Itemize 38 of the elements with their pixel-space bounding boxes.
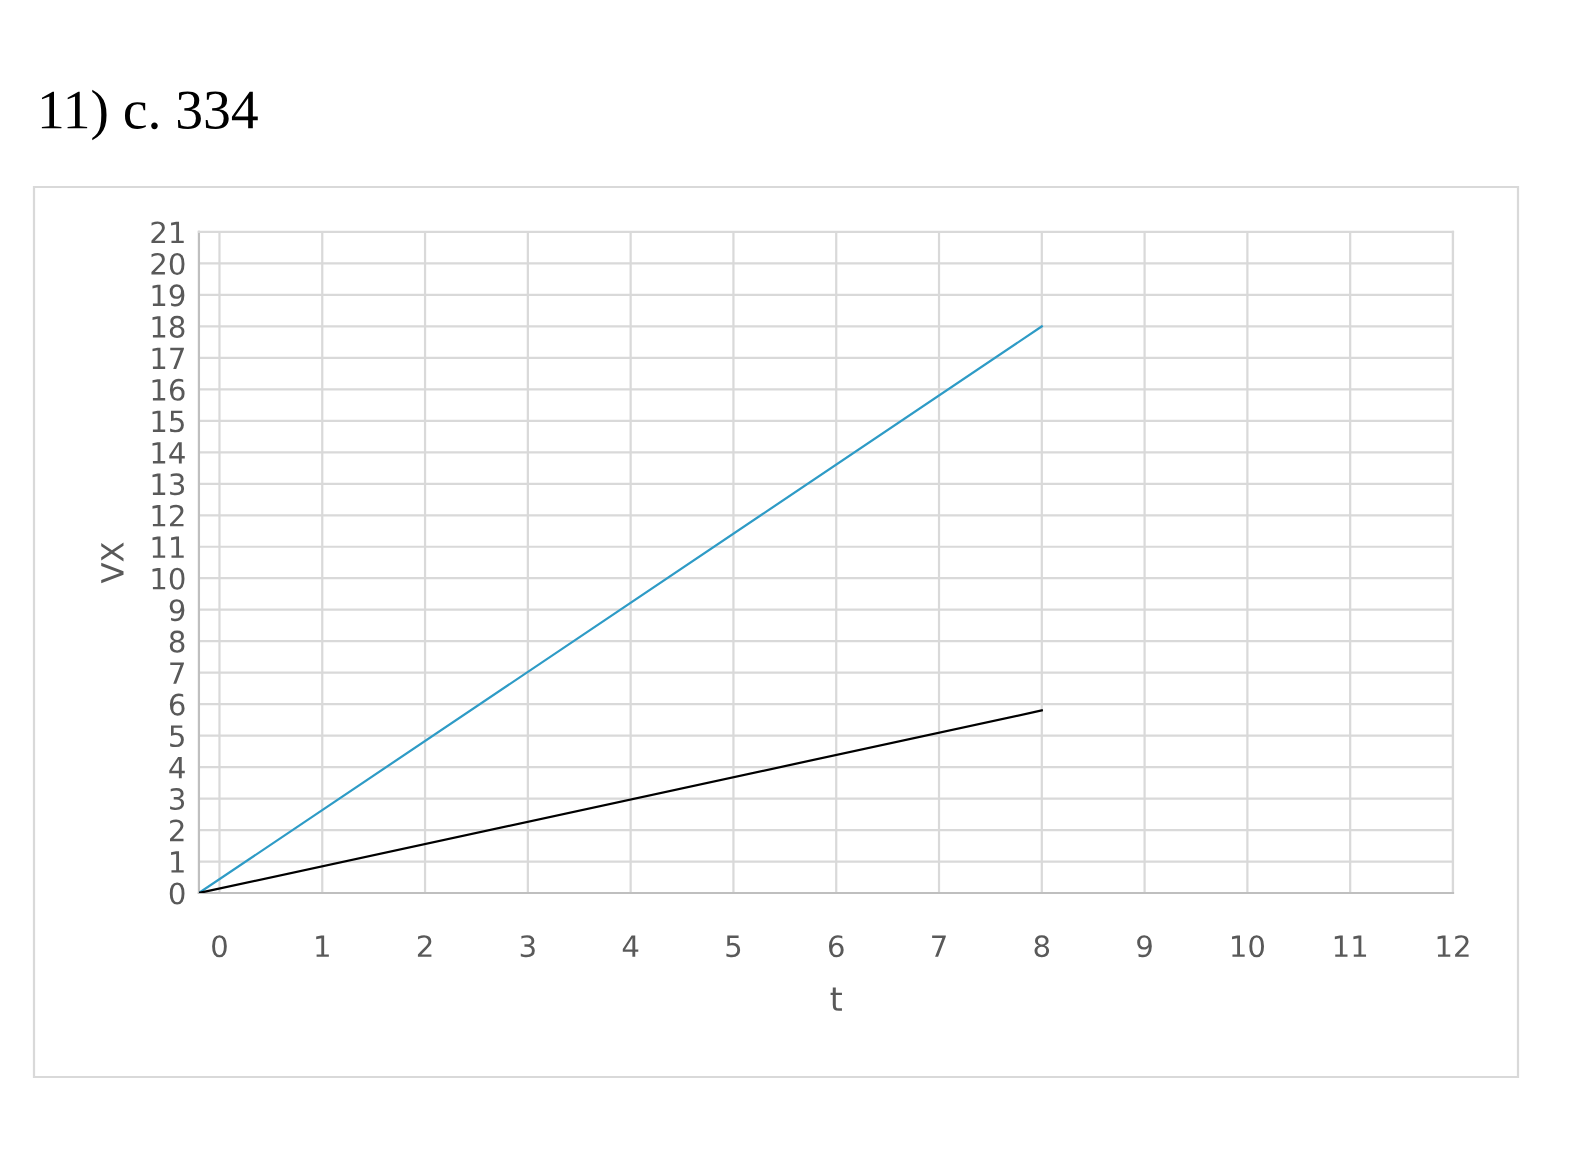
x-tick-label: 9 bbox=[1137, 935, 1152, 958]
y-tick-label: 3 bbox=[170, 788, 185, 811]
y-tick-label: 16 bbox=[152, 378, 185, 401]
x-tick-label: 3 bbox=[520, 935, 535, 958]
y-tick-label: 2 bbox=[170, 819, 184, 842]
y-tick-label: 5 bbox=[170, 725, 184, 748]
y-tick-label: 11 bbox=[152, 536, 184, 558]
y-tick-label: 17 bbox=[152, 347, 184, 369]
y-tick-label: 9 bbox=[169, 599, 185, 622]
y-tick-label: 20 bbox=[151, 252, 185, 275]
x-tick-label: 6 bbox=[828, 935, 844, 958]
x-tick-label: 0 bbox=[212, 935, 227, 958]
y-tick-label: 4 bbox=[169, 756, 185, 779]
chart-title: 11) с. 334 bbox=[41, 89, 258, 141]
x-tick-label: 12 bbox=[1437, 935, 1469, 957]
x-tick-label: 1 bbox=[316, 935, 329, 957]
x-tick-label: 10 bbox=[1232, 935, 1265, 958]
x-tick-label: 8 bbox=[1034, 935, 1050, 958]
y-tick-label: 19 bbox=[152, 284, 185, 307]
y-tick-label: 1 bbox=[171, 851, 184, 873]
x-tick-label: 7 bbox=[932, 935, 946, 957]
y-tick-label: 18 bbox=[152, 315, 185, 338]
y-tick-label: 8 bbox=[169, 630, 185, 653]
y-tick-label: 12 bbox=[152, 504, 184, 527]
x-tick-label: 5 bbox=[726, 935, 741, 958]
y-tick-label: 7 bbox=[170, 662, 184, 684]
x-tick-label: 11 bbox=[1334, 935, 1367, 957]
y-tick-label: 21 bbox=[151, 221, 184, 244]
y-tick-label: 10 bbox=[152, 567, 185, 590]
y-axis-title: VX bbox=[101, 542, 124, 584]
y-tick-label: 14 bbox=[152, 442, 185, 464]
x-tick-label: 4 bbox=[622, 935, 639, 957]
y-tick-label: 6 bbox=[169, 693, 185, 716]
x-tick-label: 2 bbox=[417, 935, 432, 957]
x-axis-title: t bbox=[830, 987, 842, 1011]
y-tick-label: 13 bbox=[152, 473, 185, 496]
y-tick-label: 15 bbox=[152, 410, 184, 433]
y-tick-label: 0 bbox=[169, 882, 185, 905]
